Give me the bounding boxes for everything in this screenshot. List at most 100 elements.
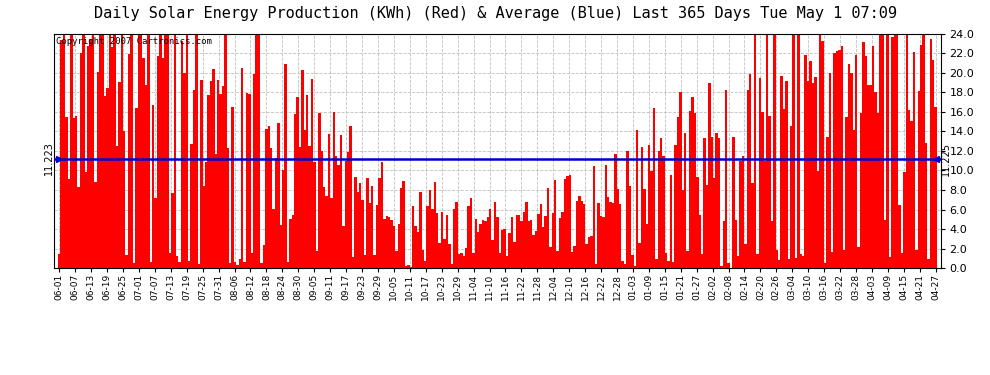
Bar: [622, 261, 624, 268]
Bar: [521, 222, 523, 268]
Bar: [566, 177, 568, 268]
Bar: [82, 34, 84, 268]
Bar: [716, 133, 718, 268]
Bar: [373, 255, 376, 268]
Bar: [171, 192, 173, 268]
Bar: [234, 262, 237, 268]
Bar: [465, 248, 467, 268]
Bar: [768, 116, 771, 268]
Bar: [773, 34, 775, 268]
Bar: [340, 135, 343, 268]
Bar: [551, 213, 554, 268]
Bar: [87, 46, 89, 268]
Bar: [847, 64, 850, 268]
Bar: [80, 54, 82, 268]
Bar: [429, 190, 432, 268]
Bar: [484, 221, 487, 268]
Bar: [516, 215, 518, 268]
Bar: [77, 187, 80, 268]
Bar: [455, 202, 457, 268]
Bar: [470, 198, 472, 268]
Bar: [258, 34, 260, 268]
Bar: [544, 216, 546, 268]
Bar: [720, 266, 723, 268]
Bar: [826, 137, 829, 268]
Bar: [250, 254, 253, 268]
Bar: [669, 175, 672, 268]
Bar: [634, 266, 636, 268]
Bar: [272, 209, 275, 268]
Bar: [819, 34, 822, 268]
Bar: [677, 117, 679, 268]
Bar: [133, 262, 135, 268]
Bar: [467, 207, 470, 268]
Bar: [713, 178, 716, 268]
Bar: [578, 196, 580, 268]
Bar: [672, 262, 674, 268]
Bar: [457, 254, 460, 268]
Bar: [504, 229, 506, 268]
Bar: [561, 212, 563, 268]
Bar: [65, 117, 67, 268]
Bar: [706, 185, 708, 268]
Bar: [737, 256, 740, 268]
Bar: [903, 172, 906, 268]
Bar: [533, 234, 535, 268]
Bar: [116, 146, 118, 268]
Bar: [313, 162, 316, 268]
Bar: [479, 224, 482, 268]
Bar: [645, 224, 648, 268]
Bar: [660, 138, 662, 268]
Bar: [354, 177, 356, 268]
Bar: [511, 217, 513, 268]
Bar: [701, 254, 703, 268]
Bar: [689, 111, 691, 268]
Bar: [275, 158, 277, 268]
Bar: [542, 227, 545, 268]
Bar: [590, 236, 593, 268]
Bar: [795, 258, 797, 268]
Bar: [711, 137, 713, 268]
Bar: [523, 211, 525, 268]
Bar: [446, 215, 448, 268]
Bar: [304, 130, 306, 268]
Bar: [694, 112, 696, 268]
Bar: [422, 251, 424, 268]
Bar: [385, 216, 388, 268]
Bar: [906, 34, 908, 268]
Bar: [75, 116, 77, 268]
Bar: [549, 247, 551, 268]
Bar: [918, 90, 920, 268]
Bar: [513, 242, 516, 268]
Bar: [913, 52, 915, 268]
Bar: [862, 42, 864, 268]
Bar: [94, 182, 97, 268]
Bar: [294, 114, 296, 268]
Bar: [834, 53, 836, 268]
Bar: [839, 50, 841, 268]
Bar: [128, 54, 131, 268]
Bar: [97, 72, 99, 268]
Bar: [156, 56, 159, 268]
Bar: [366, 178, 368, 268]
Bar: [99, 34, 101, 268]
Bar: [487, 217, 489, 268]
Bar: [309, 146, 311, 268]
Bar: [908, 110, 911, 268]
Bar: [207, 94, 210, 268]
Bar: [778, 260, 780, 268]
Bar: [255, 34, 258, 268]
Bar: [318, 112, 321, 268]
Bar: [248, 94, 250, 268]
Bar: [326, 196, 328, 268]
Bar: [855, 55, 857, 268]
Bar: [780, 76, 783, 268]
Bar: [67, 179, 70, 268]
Bar: [181, 42, 183, 268]
Bar: [205, 162, 207, 268]
Bar: [814, 77, 817, 268]
Bar: [585, 243, 588, 268]
Bar: [381, 162, 383, 268]
Bar: [580, 201, 583, 268]
Bar: [92, 34, 94, 268]
